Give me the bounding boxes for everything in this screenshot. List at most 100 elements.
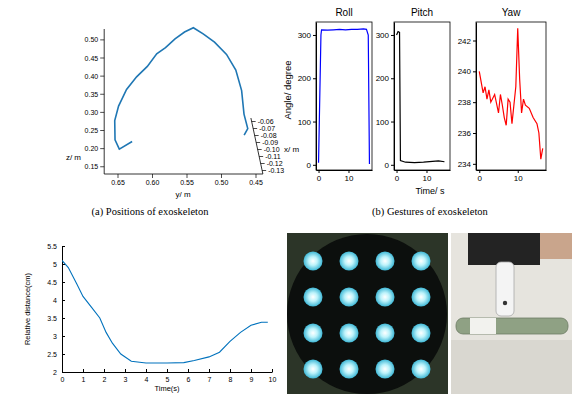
title: Pitch xyxy=(411,7,433,18)
photo-dot xyxy=(412,288,431,307)
plot-frame xyxy=(394,22,450,170)
tick-label: 242 xyxy=(458,37,472,46)
tick-label: 0.35 xyxy=(85,91,99,98)
tick-label: 0.25 xyxy=(85,127,99,134)
photo-finger-dot xyxy=(503,301,507,305)
tick-group: 3 xyxy=(53,333,65,340)
caption: (a) Positions of exoskeleton xyxy=(92,206,210,218)
tick-label: 0.55 xyxy=(180,179,194,186)
tick-group: 3 xyxy=(124,369,128,383)
tick-label: 0.40 xyxy=(85,73,99,80)
photo-dot xyxy=(412,252,431,271)
tick xyxy=(313,35,316,36)
axis: 0100200300 xyxy=(376,23,395,171)
tick xyxy=(100,76,104,77)
tick xyxy=(252,121,256,122)
tick-label: 0.15 xyxy=(85,163,99,170)
photo-dot xyxy=(304,288,323,307)
tick xyxy=(391,122,394,123)
tick xyxy=(100,130,104,131)
tick-group: 300 xyxy=(376,31,394,40)
tick xyxy=(221,174,222,178)
photo-dot xyxy=(340,360,359,379)
tick-group: 9 xyxy=(250,369,254,383)
plot-area xyxy=(115,28,248,149)
tick-label: 2 xyxy=(53,369,57,376)
tick xyxy=(100,148,104,149)
axis: 0 10 xyxy=(395,170,451,183)
tick-label: 8 xyxy=(229,376,233,383)
data-line xyxy=(479,28,542,159)
tick-group: 4.5 xyxy=(47,279,65,286)
data-line xyxy=(397,32,445,163)
tick-label: 7 xyxy=(208,376,212,383)
tick-label: 3.5 xyxy=(47,315,57,322)
tick xyxy=(261,163,265,164)
tick-group: 3.5 xyxy=(47,315,65,322)
tick-label: 0 xyxy=(478,174,483,183)
tick xyxy=(118,174,119,178)
photo-dot xyxy=(304,324,323,343)
tick-group: 10 xyxy=(514,170,523,183)
tick-label: 0.30 xyxy=(85,109,99,116)
axis-line xyxy=(62,247,63,373)
tick xyxy=(256,142,260,143)
tick-label: -0.07 xyxy=(259,125,275,132)
tick-label: 6 xyxy=(187,376,191,383)
tick-label: 234 xyxy=(458,160,472,169)
tick-label: 10 xyxy=(423,174,432,183)
tick-group: 2 xyxy=(103,369,107,383)
tick-group: 100 xyxy=(298,118,316,127)
tick xyxy=(62,282,65,283)
tick xyxy=(152,174,153,178)
tick-label: 4 xyxy=(145,376,149,383)
tick xyxy=(100,39,104,40)
tick-label: 1 xyxy=(82,376,86,383)
photo-dot xyxy=(376,324,395,343)
photo-dot xyxy=(376,360,395,379)
chart: 0100100200300RollAngle/ degree xyxy=(282,7,373,183)
tick-group: 0 xyxy=(395,170,400,183)
tick-label: 236 xyxy=(458,129,472,138)
axis: 0100200300 xyxy=(298,23,317,171)
tick-group: 4 xyxy=(145,369,149,383)
tick-group: 5.5 xyxy=(47,243,65,250)
tick-label: 0.65 xyxy=(111,179,125,186)
tick-label: 0 xyxy=(61,376,65,383)
tick xyxy=(473,71,476,72)
axis-title: Time(s) xyxy=(154,384,180,393)
tick-group: 5 xyxy=(166,369,170,383)
tick xyxy=(426,170,427,173)
tick-label: 200 xyxy=(298,74,312,83)
tick xyxy=(313,122,316,123)
tick-label: 238 xyxy=(458,98,472,107)
tick-label: 0 xyxy=(317,174,322,183)
axis-title: Relative distance(cm) xyxy=(23,272,32,345)
tick xyxy=(100,58,104,59)
tick-group: 7 xyxy=(208,369,212,383)
axis-title: Angle/ degree xyxy=(282,60,293,119)
axis: 0 10 xyxy=(477,170,547,183)
chart-3d: 0.650.600.550.500.450.150.200.250.300.35… xyxy=(66,28,300,218)
tick-label: -0.10 xyxy=(264,146,280,153)
photo-dot xyxy=(376,288,395,307)
tick xyxy=(100,94,104,95)
photo-dot xyxy=(340,324,359,343)
tick xyxy=(391,78,394,79)
tick xyxy=(391,165,394,166)
tick xyxy=(62,336,65,337)
plot-frame xyxy=(316,22,372,170)
tick xyxy=(62,246,65,247)
photo-dot xyxy=(304,252,323,271)
tick-group: 238 xyxy=(458,98,476,107)
photo-background xyxy=(287,233,448,394)
tick-group: 240 xyxy=(458,67,476,76)
tick xyxy=(262,170,266,171)
photo-device xyxy=(468,233,540,265)
tick-label: -0.06 xyxy=(258,118,274,125)
tick-group: 200 xyxy=(298,74,316,83)
tick xyxy=(167,369,168,372)
axis-title: z/ m xyxy=(66,153,81,162)
tick xyxy=(100,166,104,167)
tick xyxy=(313,78,316,79)
